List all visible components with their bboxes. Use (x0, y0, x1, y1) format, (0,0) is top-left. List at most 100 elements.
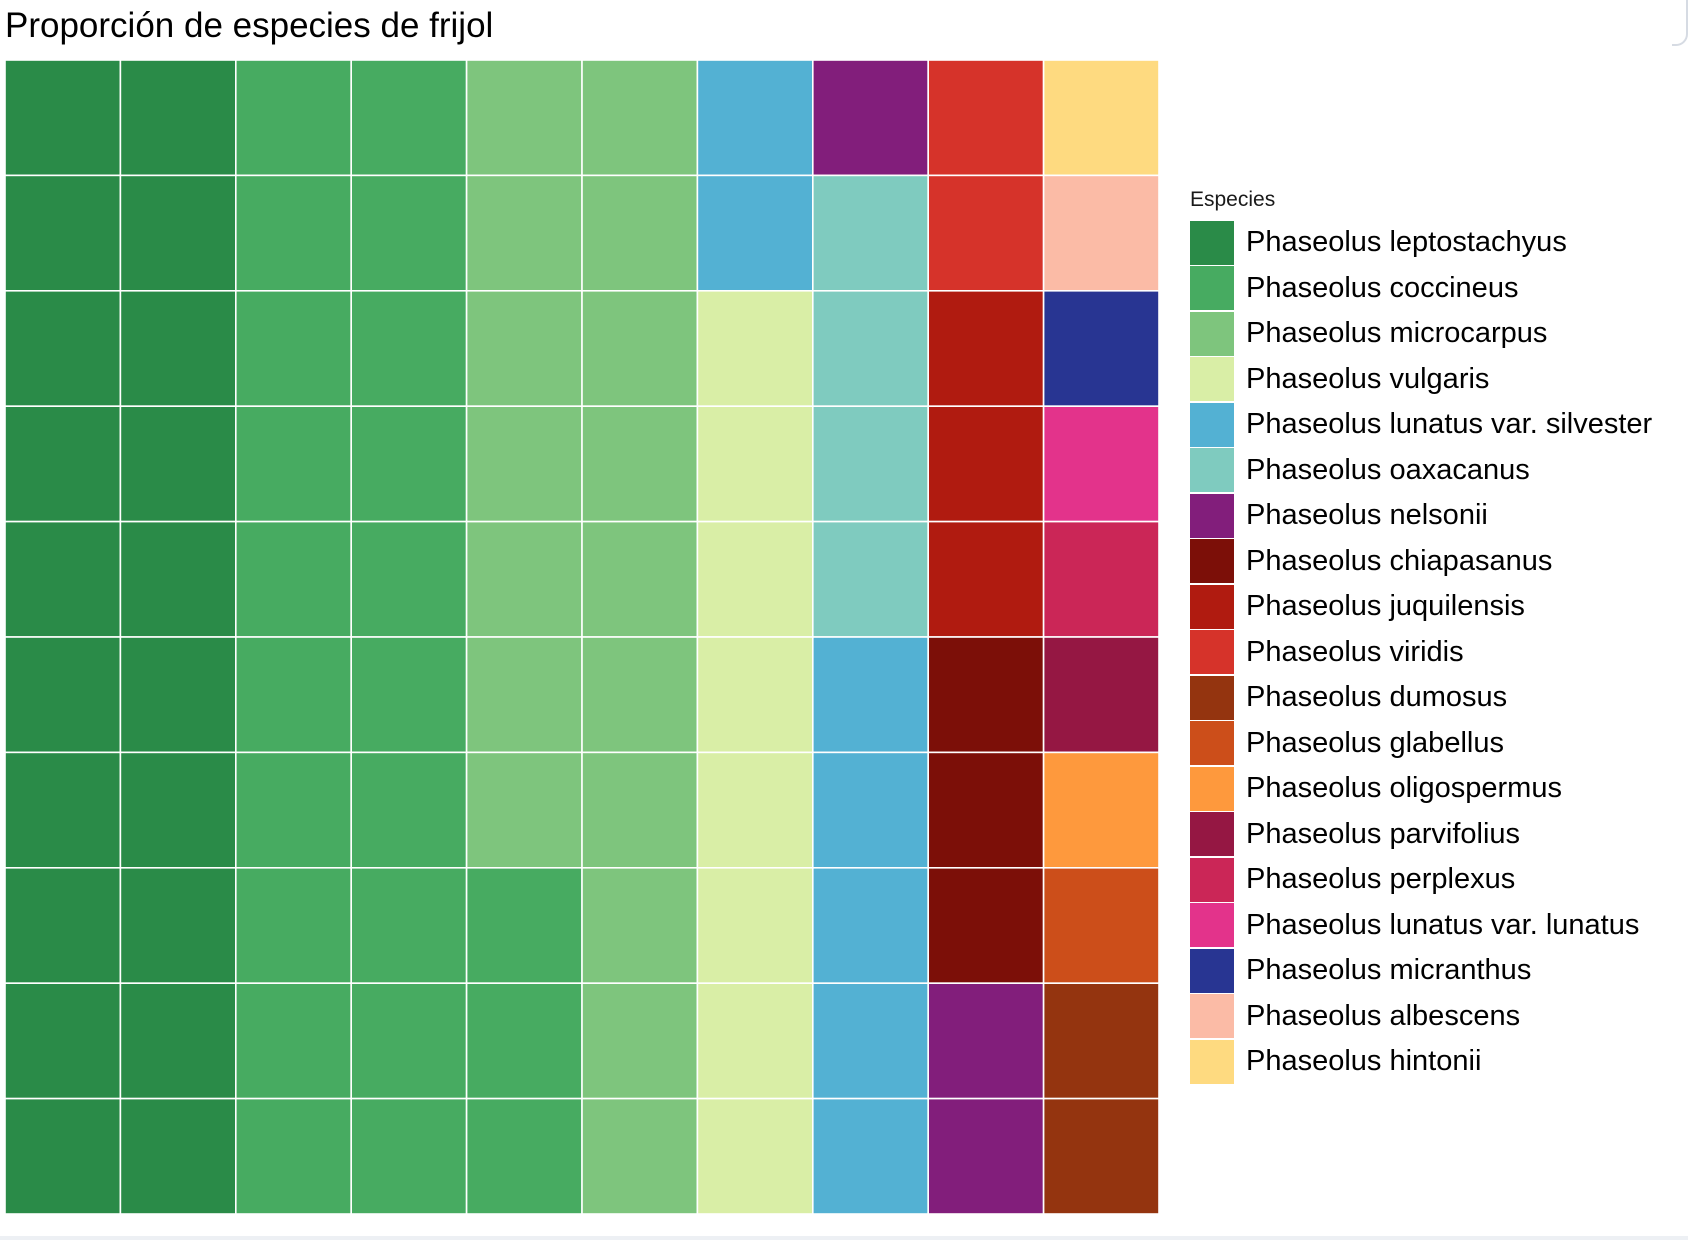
legend-key (1190, 311, 1234, 356)
waffle-cell (465, 1097, 583, 1215)
waffle-cell (581, 636, 699, 754)
waffle-cell (235, 1097, 353, 1215)
legend-item: Phaseolus albescens (1190, 994, 1652, 1040)
waffle-cell (119, 866, 237, 984)
waffle-cell (119, 982, 237, 1100)
waffle-cell (465, 405, 583, 523)
waffle-cell (235, 59, 353, 177)
waffle-cell (1042, 174, 1160, 292)
legend-label: Phaseolus nelsonii (1246, 499, 1488, 532)
waffle-cell (119, 59, 237, 177)
legend-key (1190, 903, 1234, 948)
waffle-cell (811, 174, 929, 292)
waffle-cell (696, 174, 814, 292)
waffle-cell (696, 982, 814, 1100)
legend-label: Phaseolus glabellus (1246, 726, 1504, 759)
waffle-cell (811, 866, 929, 984)
legend-item: Phaseolus glabellus (1190, 721, 1652, 767)
legend-key (1190, 721, 1234, 766)
waffle-cell (927, 866, 1045, 984)
waffle-cell (581, 982, 699, 1100)
waffle-cell (1042, 751, 1160, 869)
legend-label: Phaseolus oaxacanus (1246, 453, 1530, 486)
waffle-cell (811, 751, 929, 869)
waffle-cell (1042, 636, 1160, 754)
legend-item: Phaseolus parvifolius (1190, 812, 1652, 858)
legend-key (1190, 266, 1234, 311)
waffle-cell (350, 982, 468, 1100)
waffle-cell (350, 59, 468, 177)
legend-title: Especies (1190, 188, 1276, 211)
panel-edge (1672, 0, 1688, 46)
legend-item: Phaseolus nelsonii (1190, 493, 1652, 539)
waffle-cell (465, 59, 583, 177)
legend-key (1190, 220, 1234, 265)
waffle-cell (465, 866, 583, 984)
waffle-cell (1042, 59, 1160, 177)
legend-key (1190, 857, 1234, 902)
waffle-cell (119, 405, 237, 523)
waffle-cell (119, 1097, 237, 1215)
legend-item: Phaseolus lunatus var. lunatus (1190, 903, 1652, 949)
waffle-cell (235, 289, 353, 407)
waffle-cell (465, 982, 583, 1100)
legend-key (1190, 1039, 1234, 1084)
legend-item: Phaseolus coccineus (1190, 266, 1652, 312)
waffle-cell (465, 751, 583, 869)
waffle-cell (696, 866, 814, 984)
waffle-cell (235, 636, 353, 754)
waffle-cell (235, 751, 353, 869)
legend-item: Phaseolus chiapasanus (1190, 539, 1652, 585)
legend-key (1190, 448, 1234, 493)
legend-item: Phaseolus perplexus (1190, 857, 1652, 903)
waffle-cell (4, 405, 122, 523)
waffle-cell (927, 520, 1045, 638)
waffle-cell (4, 289, 122, 407)
chart-title: Proporción de especies de frijol (5, 6, 494, 45)
waffle-cell (4, 59, 122, 177)
waffle-cell (1042, 1097, 1160, 1215)
waffle-cell (696, 636, 814, 754)
waffle-cell (235, 520, 353, 638)
waffle-cell (119, 520, 237, 638)
legend-key (1190, 539, 1234, 584)
legend-key (1190, 948, 1234, 993)
waffle-cell (811, 982, 929, 1100)
waffle-cell (581, 289, 699, 407)
legend-label: Phaseolus oligospermus (1246, 772, 1562, 805)
legend-label: Phaseolus hintonii (1246, 1045, 1482, 1078)
waffle-cell (927, 405, 1045, 523)
waffle-cell (811, 289, 929, 407)
legend-label: Phaseolus dumosus (1246, 681, 1508, 714)
legend-key (1190, 357, 1234, 402)
waffle-cell (119, 289, 237, 407)
legend-key (1190, 766, 1234, 811)
legend-item: Phaseolus micranthus (1190, 948, 1652, 994)
legend-item: Phaseolus juquilensis (1190, 584, 1652, 630)
waffle-cell (350, 1097, 468, 1215)
waffle-cell (235, 866, 353, 984)
waffle-cell (4, 1097, 122, 1215)
waffle-cell (581, 751, 699, 869)
waffle-cell (927, 751, 1045, 869)
legend-key (1190, 994, 1234, 1039)
legend-key (1190, 402, 1234, 447)
legend-label: Phaseolus albescens (1246, 999, 1521, 1032)
waffle-cell (811, 405, 929, 523)
waffle-cell (581, 59, 699, 177)
legend-key (1190, 812, 1234, 857)
waffle-cell (4, 751, 122, 869)
waffle-cell (350, 636, 468, 754)
legend-item: Phaseolus dumosus (1190, 675, 1652, 721)
waffle-cell (581, 866, 699, 984)
legend-label: Phaseolus viridis (1246, 635, 1464, 668)
waffle-cell (1042, 982, 1160, 1100)
legend-label: Phaseolus coccineus (1246, 271, 1519, 304)
waffle-cell (581, 520, 699, 638)
waffle-cell (927, 289, 1045, 407)
legend-item: Phaseolus oligospermus (1190, 766, 1652, 812)
legend-key (1190, 675, 1234, 720)
waffle-cell (235, 174, 353, 292)
legend-label: Phaseolus lunatus var. silvester (1246, 408, 1653, 441)
